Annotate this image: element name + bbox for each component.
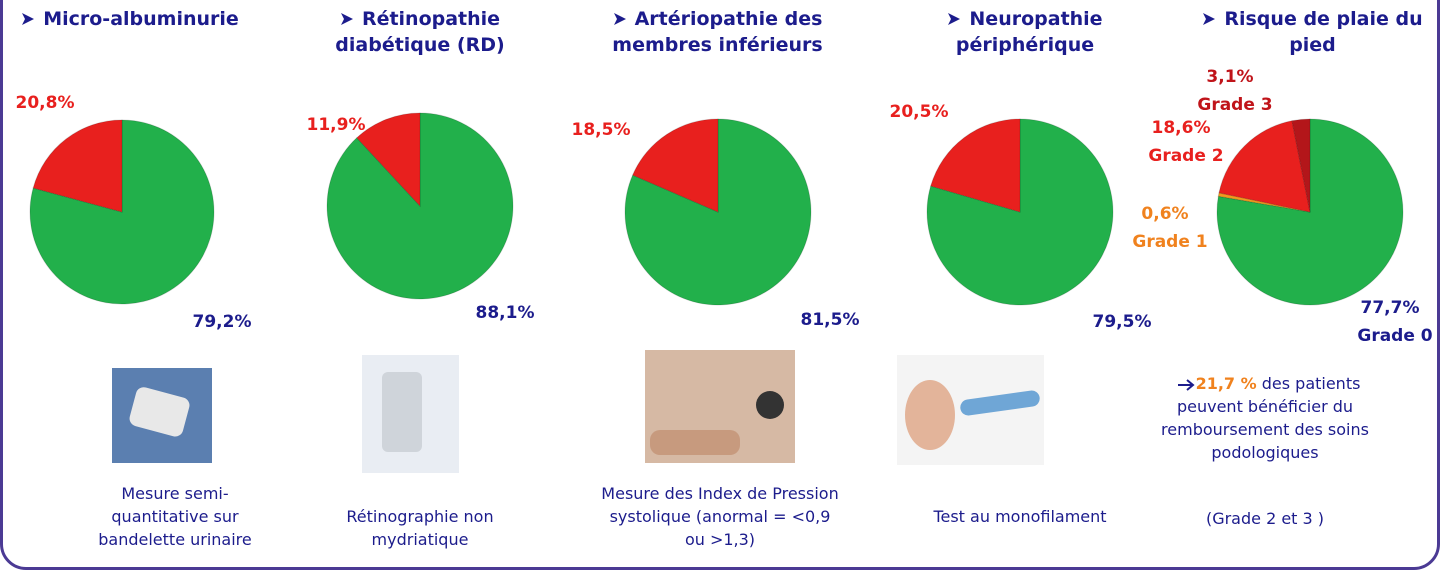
bullet: [21, 12, 35, 26]
chart-title-text: Risque de plaie du pied: [1224, 8, 1422, 56]
chart-title-text: Rétinopathie diabétique (RD): [335, 8, 504, 56]
chart-title: Neuropathie périphérique: [935, 6, 1115, 58]
chart-title-text: Micro-albuminurie: [43, 8, 239, 30]
caption: Mesure semi-quantitative sur bandelette …: [80, 482, 270, 551]
chart-title-text: Artériopathie des membres inférieurs: [612, 8, 822, 56]
bullet: [613, 12, 627, 26]
slice-label: 11,9%: [307, 115, 366, 135]
chart-title: Micro-albuminurie: [0, 6, 260, 32]
summary-footnote: (Grade 2 et 3 ): [1150, 507, 1380, 530]
bullet: [340, 12, 354, 26]
chart-title: Rétinopathie diabétique (RD): [320, 6, 520, 58]
category-label: Grade 0: [1357, 326, 1432, 346]
slice-label: 79,2%: [193, 312, 252, 332]
caption: Test au monofilament: [900, 505, 1140, 528]
slice-label: 20,8%: [16, 93, 75, 113]
slice-label: 3,1%: [1206, 67, 1253, 87]
slice-label: 81,5%: [801, 310, 860, 330]
summary: 21,7 % des patients peuvent bénéficier d…: [1150, 372, 1380, 464]
slice-label: 88,1%: [476, 303, 535, 323]
chart-title: Risque de plaie du pied: [1190, 6, 1435, 58]
photo: [112, 350, 1044, 473]
caption: Rétinographie non mydriatique: [330, 505, 510, 551]
slice-label: 18,6%: [1152, 118, 1211, 138]
slice-label: 79,5%: [1093, 312, 1152, 332]
summary-highlight: 21,7 %: [1196, 374, 1257, 393]
category-label: Grade 3: [1197, 95, 1272, 115]
category-label: Grade 2: [1148, 146, 1223, 166]
slice-label: 18,5%: [572, 120, 631, 140]
slice-label: 77,7%: [1361, 298, 1420, 318]
chart-title: Artériopathie des membres inférieurs: [585, 6, 850, 58]
bullet: [1202, 12, 1216, 26]
category-label: Grade 1: [1132, 232, 1207, 252]
slice-label: 20,5%: [890, 102, 949, 122]
chart-title-text: Neuropathie périphérique: [956, 8, 1103, 56]
slice-label: 0,6%: [1141, 204, 1188, 224]
slide: 79,2% 20,8% 88,1% 11,9% 81,5% 18,5% 79,5% 20,5%…: [0, 0, 1440, 570]
caption: Mesure des Index de Pression systolique …: [600, 482, 840, 551]
bullet: [947, 12, 961, 26]
